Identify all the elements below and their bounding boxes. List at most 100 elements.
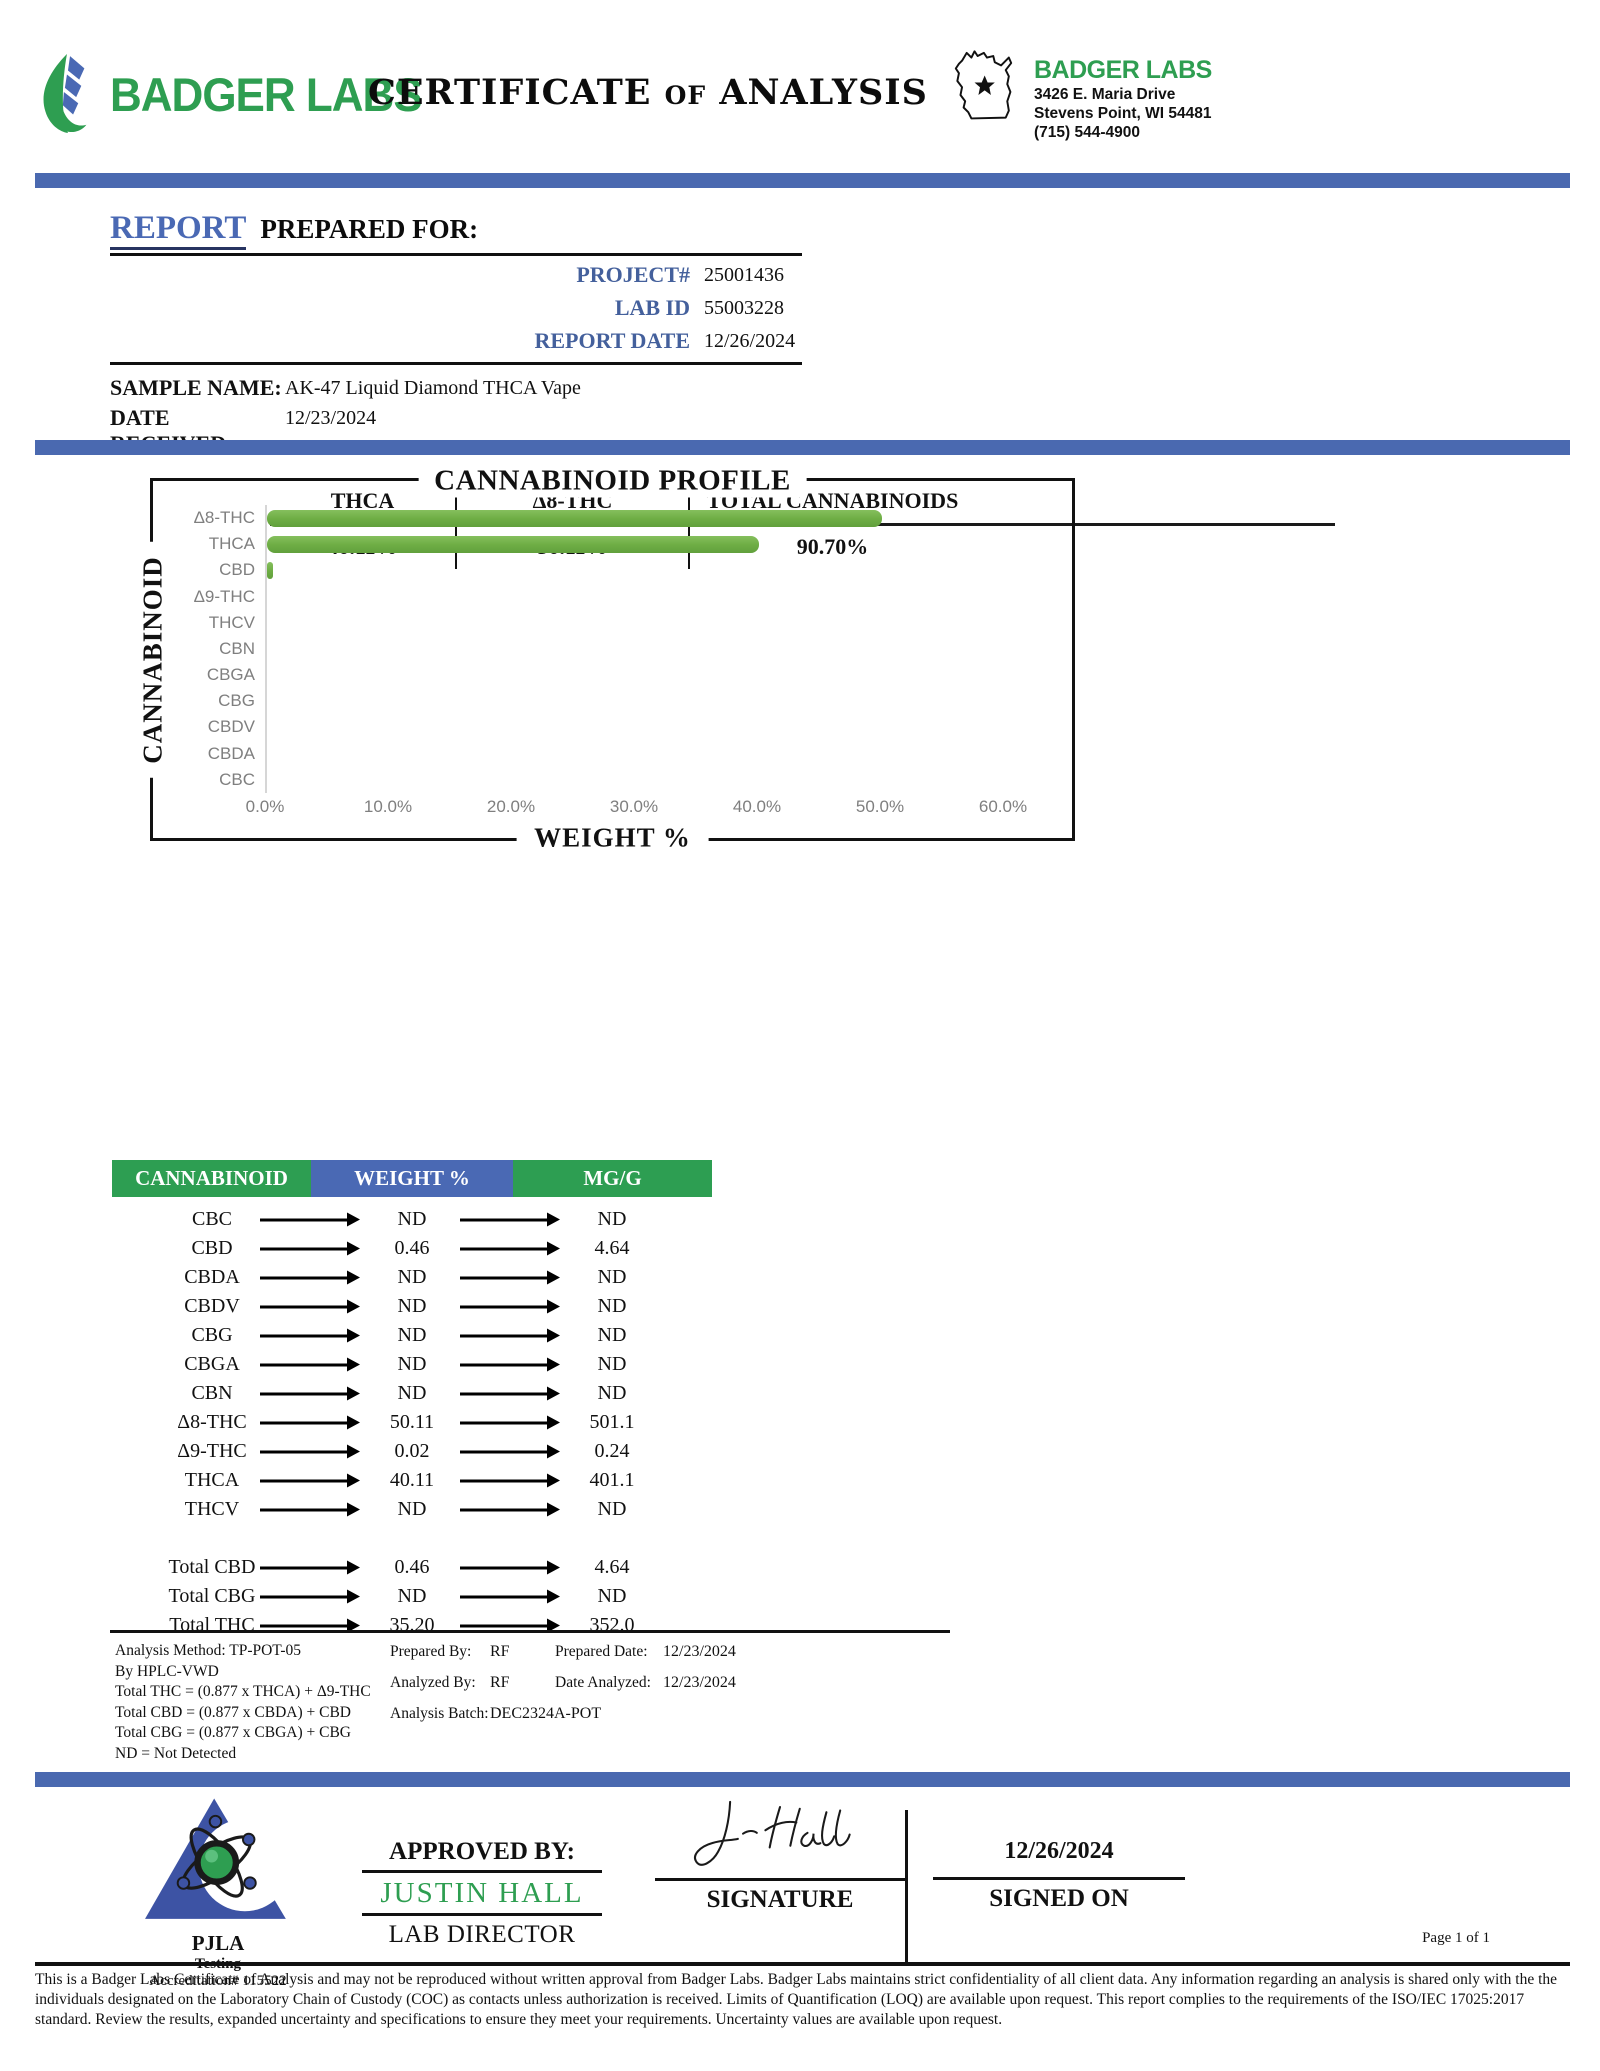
table-header-cannabinoid: CANNABINOID (112, 1160, 311, 1197)
table-bottom-rule (110, 1630, 950, 1633)
divider-bar-mid (35, 440, 1570, 455)
method-notes: Analysis Method: TP-POT-05 By HPLC-VWD Tot… (115, 1641, 415, 1764)
chart-x-tick: 10.0% (363, 797, 413, 816)
chart-bar-row: CBGA (207, 662, 1003, 688)
mg-per-g-value: ND (597, 1382, 627, 1404)
arrow-icon (260, 1508, 348, 1511)
table-header-weight: WEIGHT % (311, 1160, 513, 1197)
weight-percent-value: ND (397, 1324, 427, 1346)
table-row: Δ8-THC 50.11 501.1 (112, 1408, 712, 1437)
weight-percent-value: 0.02 (394, 1440, 430, 1462)
chart-bar-row: Δ8-THC (194, 505, 1003, 531)
chart-x-tick: 0.0% (245, 797, 285, 816)
summary-thca-label: THCA (330, 488, 395, 513)
chart-bar-row: CBD (219, 557, 1003, 583)
chart-category-label: Δ9-THC (193, 586, 255, 606)
arrow-icon (460, 1508, 548, 1511)
approver-name: JUSTIN HALL (362, 1873, 602, 1916)
star-icon (974, 75, 995, 96)
chart-bar (267, 535, 760, 553)
chart-title: CANNABINOID PROFILE (418, 464, 807, 498)
chart-bar-row: CBDA (208, 741, 1003, 767)
lab-address-line2: Stevens Point, WI 54481 (1034, 105, 1212, 122)
lab-contact-block: BADGER LABS 3426 E. Maria Drive Stevens … (948, 38, 1212, 143)
weight-percent-value: 40.11 (389, 1469, 435, 1491)
chart-bar-row: CBG (218, 688, 1003, 714)
arrow-icon (460, 1421, 548, 1424)
table-header-row: CANNABINOID WEIGHT % MG/G (112, 1160, 712, 1197)
project-value: 25001436 (704, 264, 784, 286)
mg-per-g-value: 501.1 (589, 1411, 635, 1433)
analysis-note-line: Total CBD = (0.877 x CBDA) + CBD (115, 1703, 351, 1721)
cannabinoid-table: CANNABINOID WEIGHT % MG/G CBC ND ND CBD … (112, 1160, 712, 1640)
weight-percent-value: ND (397, 1585, 427, 1607)
chart-bar-row: THCA (209, 531, 1003, 557)
analysis-batch-value: DEC2324A-POT (490, 1705, 602, 1722)
chart-bar-row: THCV (209, 610, 1003, 636)
arrow-icon (260, 1624, 348, 1627)
lab-address-line1: 3426 E. Maria Drive (1034, 86, 1176, 103)
chart-x-axis-label: WEIGHT % (516, 822, 709, 854)
cannabinoid-name: Δ8-THC (177, 1411, 247, 1433)
chart-x-tick: 60.0% (978, 797, 1028, 816)
arrow-icon (260, 1479, 348, 1482)
table-row: Total CBG ND ND (112, 1582, 712, 1611)
mg-per-g-value: 0.24 (594, 1440, 630, 1462)
approved-by-block: APPROVED BY: JUSTIN HALL LAB DIRECTOR (362, 1838, 602, 1949)
wisconsin-map-icon (948, 38, 1026, 143)
arrow-icon (460, 1392, 548, 1395)
cannabinoid-name: Total CBG (168, 1585, 256, 1607)
lab-phone: (715) 544-4900 (1034, 124, 1140, 141)
arrow-icon (260, 1566, 348, 1569)
summary-total-value: 90.70% (796, 534, 869, 559)
arrow-icon (260, 1305, 348, 1308)
arrow-icon (460, 1218, 548, 1221)
arrow-icon (260, 1247, 348, 1250)
table-row: CBGA ND ND (112, 1350, 712, 1379)
report-meta: PROJECT# 25001436 LAB ID 55003228 REPORT… (380, 262, 840, 361)
weight-percent-value: 50.11 (389, 1411, 435, 1433)
chart-x-tick: 50.0% (855, 797, 905, 816)
brand-wordmark: BADGER LABS (110, 68, 423, 122)
cannabinoid-name: CBC (191, 1208, 233, 1230)
arrow-icon (260, 1363, 348, 1366)
table-row: CBN ND ND (112, 1379, 712, 1408)
mg-per-g-value: ND (597, 1498, 627, 1520)
cannabinoid-name: CBDV (184, 1295, 240, 1317)
weight-percent-value: 0.46 (394, 1237, 430, 1259)
cannabinoid-profile-chart: CANNABINOID PROFILE CANNABINOID Δ8-THC TH… (137, 464, 1075, 854)
chart-category-label: CBN (219, 638, 255, 658)
cannabinoid-name: CBG (191, 1324, 233, 1346)
analysis-note-line: Total THC = (0.877 x THCA) + Δ9-THC (115, 1683, 371, 1700)
chart-category-label: Δ8-THC (193, 508, 255, 528)
signature-image (655, 1795, 905, 1881)
arrow-icon (460, 1566, 548, 1569)
table-row: CBG ND ND (112, 1321, 712, 1350)
badger-labs-logo: BADGER LABS (38, 52, 423, 139)
analysis-dates: Prepared Date: 12/23/2024 Date Analyzed:… (555, 1643, 736, 1705)
table-row: CBD 0.46 4.64 (112, 1234, 712, 1263)
chart-plot-area: Δ8-THC THCA CBD Δ9-THC THCV CBN CBGA CBG CBDV CBD… (194, 505, 1003, 793)
chart-category-label: CBDV (207, 717, 255, 737)
prepared-for-label: PREPARED FOR: (260, 214, 479, 244)
lab-name: BADGER LABS (1034, 56, 1212, 84)
table-row: Total CBD 0.46 4.64 (112, 1553, 712, 1582)
approved-by-label: APPROVED BY: (362, 1838, 602, 1873)
analyst-notes: Prepared By: RF Analyzed By: RF Analysis… (390, 1643, 601, 1736)
signature-block: SIGNATURE (655, 1795, 905, 1914)
report-prepared-for: REPORT PREPARED FOR: (110, 210, 802, 256)
table-body: CBC ND ND CBD 0.46 4.64 CBDA ND ND CBDV … (112, 1205, 712, 1524)
arrow-icon (460, 1595, 548, 1598)
chart-bar-row: CBC (219, 767, 1003, 793)
signature-label: SIGNATURE (706, 1886, 854, 1913)
cannabinoid-name: THCA (184, 1469, 240, 1491)
table-gap (112, 1524, 712, 1545)
chart-category-label: CBC (219, 769, 255, 789)
leaf-logo-icon (38, 52, 100, 139)
weight-percent-value: ND (397, 1382, 427, 1404)
sample-name-label: SAMPLE NAME: (110, 375, 282, 400)
cannabinoid-name: THCV (184, 1498, 240, 1520)
chart-bar (267, 561, 273, 579)
mg-per-g-value: ND (597, 1353, 627, 1375)
